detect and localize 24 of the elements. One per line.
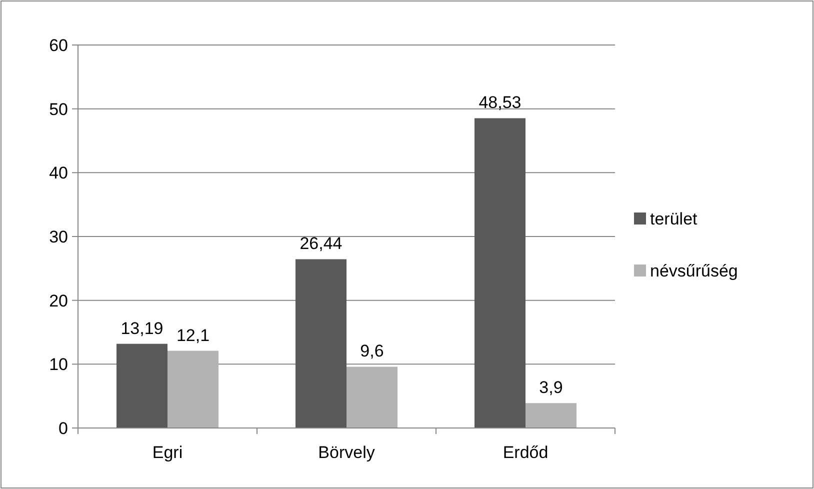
data-label: 26,44 (300, 234, 342, 254)
y-tick-label: 10 (49, 355, 68, 374)
bar (474, 118, 526, 428)
data-label: 12,1 (176, 326, 210, 345)
y-tick-label: 60 (49, 36, 68, 55)
x-tick-label: Egri (152, 443, 183, 462)
data-label: 9,6 (360, 342, 384, 361)
bar (526, 403, 577, 428)
y-tick-label: 20 (49, 291, 68, 310)
x-tick-label: Erdőd (502, 443, 548, 462)
y-tick-label: 50 (49, 100, 68, 119)
data-label: 13,19 (120, 318, 164, 338)
data-label: 48,53 (478, 93, 522, 112)
y-tick-label: 30 (49, 227, 68, 246)
bar (295, 259, 346, 428)
bar (346, 366, 398, 428)
x-tick-label: Börvely (318, 443, 376, 462)
legend-label: névsűrűség (650, 261, 738, 280)
data-label: 3,9 (539, 378, 563, 398)
bar (168, 350, 219, 428)
legend-label: terület (650, 209, 698, 228)
bar (116, 344, 168, 428)
y-tick-label: 0 (58, 418, 68, 438)
y-tick-label: 40 (49, 164, 68, 183)
